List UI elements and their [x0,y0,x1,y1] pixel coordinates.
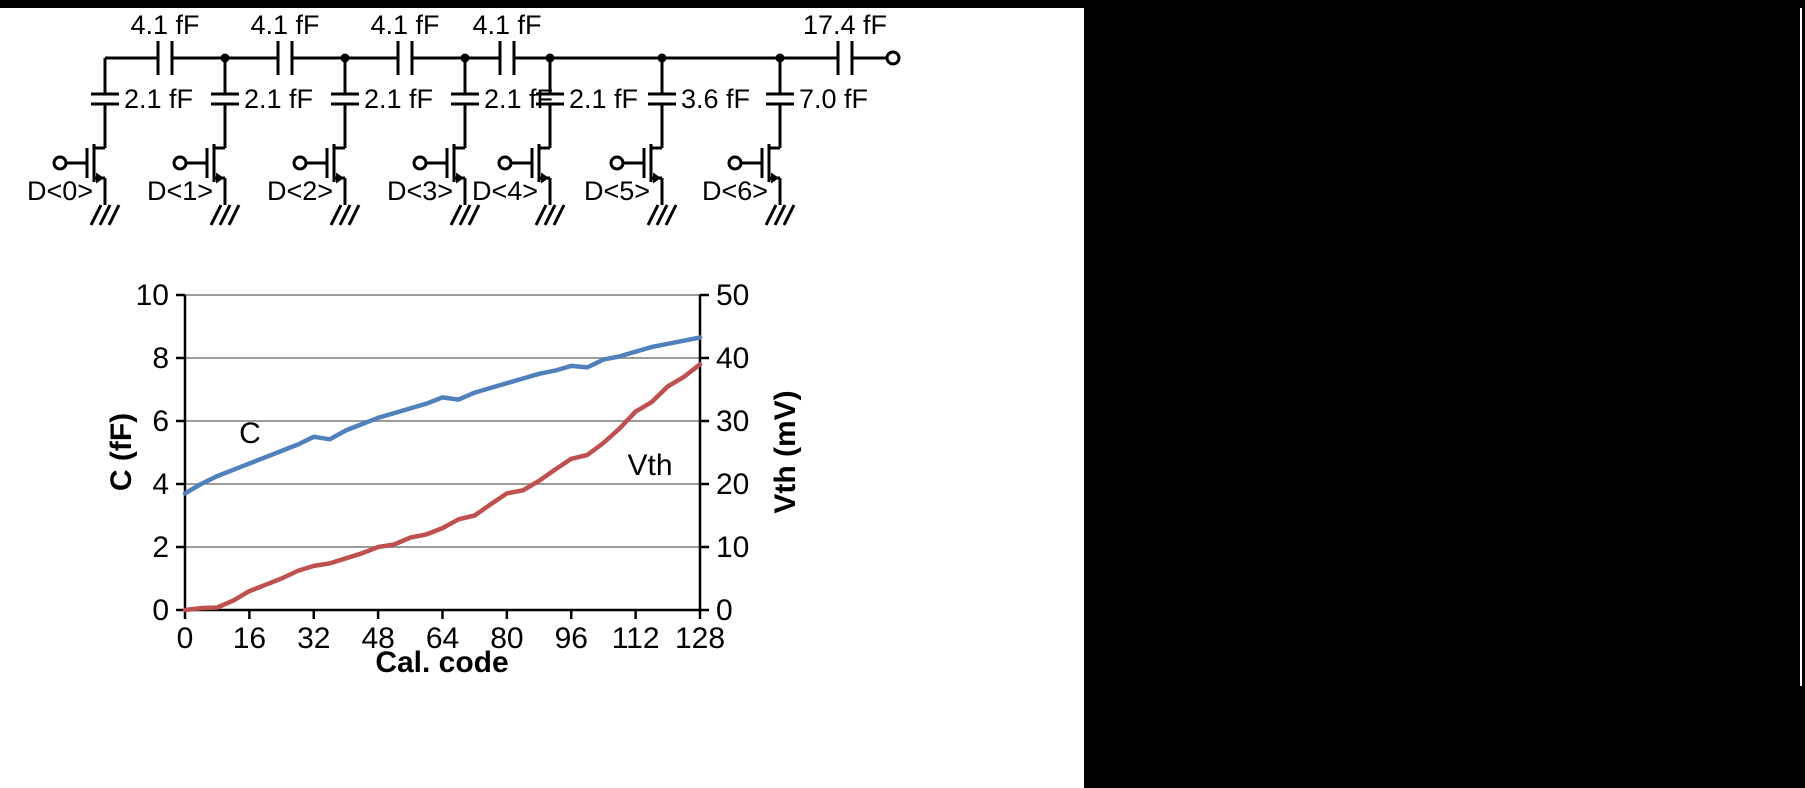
x-tick-label: 16 [233,622,266,655]
capacitor-dac-schematic: 4.1 fF 4.1 fF 4.1 fF 4.1 fF 17.4 fF 2.1 fF D<0… [27,10,901,226]
x-tick-label: 32 [297,622,330,655]
x-tick-label: 112 [612,622,660,655]
right-tick-label: 40 [716,342,749,375]
output-capacitor: 17.4 fF [803,10,887,75]
shunt-cap-label: 7.0 fF [799,84,868,114]
series-capacitor: 4.1 fF [370,10,440,75]
branch-d2: 2.1 fF D<2> [267,58,433,226]
left-y-axis-title: C (fF) [105,412,138,492]
x-tick-label: 80 [490,622,523,655]
left-tick-label: 4 [152,468,169,501]
series-cap-label: 17.4 fF [803,10,887,40]
gate-terminal [609,155,625,171]
gate-terminal [727,155,743,171]
series-cap-label: 4.1 fF [250,10,319,40]
right-y-axis-title: Vth (mV) [769,390,802,514]
series-cap-label: 4.1 fF [472,10,541,40]
branch-d5: 3.6 fF D<5> [584,58,750,226]
branch-d6: 7.0 fF D<6> [702,58,868,226]
series-label-c: C [239,417,261,450]
nmos-arrow [541,172,549,184]
x-tick-label: 96 [555,622,588,655]
series-capacitor: 4.1 fF [130,10,200,75]
series-label-vth: Vth [627,449,673,482]
series-capacitor: 4.1 fF [472,10,542,75]
branch-d4: 2.1 fF D<4> [472,58,638,226]
right-tick-label: 10 [716,531,749,564]
shunt-cap-label: 2.1 fF [364,84,433,114]
switch-label: D<0> [27,176,93,206]
nmos-arrow [336,172,344,184]
switch-label: D<3> [387,176,453,206]
series-line-vth [182,362,703,613]
gate-terminal [52,155,68,171]
left-tick-label: 8 [152,342,169,375]
nmos-arrow [456,172,464,184]
nmos-arrow [216,172,224,184]
gate-terminal [412,155,428,171]
calibration-chart: 0 2 4 6 8 10 0 10 20 30 40 50 0 16 32 48 64 80 96 112 128 [136,279,750,655]
axes [176,293,709,619]
gate-terminal [497,155,513,171]
left-tick-label: 10 [136,279,169,312]
x-tick-label: 48 [361,622,394,655]
branch-d1: 2.1 fF D<1> [147,58,313,226]
left-tick-label: 6 [152,405,169,438]
left-tick-label: 2 [152,531,169,564]
nmos-arrow [653,172,661,184]
nmos-arrow [771,172,779,184]
right-tick-label: 50 [716,279,749,312]
series-capacitor: 4.1 fF [250,10,320,75]
x-axis-title: Cal. code [375,646,509,679]
x-tick-label: 64 [426,622,459,655]
output-terminal [885,50,901,66]
branch-d0: 2.1 fF D<0> [27,58,193,226]
x-tick-label: 0 [177,622,194,655]
shunt-cap-label: 2.1 fF [124,84,193,114]
left-tick-label: 0 [152,594,169,627]
x-tick-label: 128 [675,622,725,655]
right-edge-artifact [1800,8,1802,686]
right-tick-label: 30 [716,405,749,438]
right-tick-label: 0 [716,594,733,627]
gate-terminal [172,155,188,171]
switch-label: D<1> [147,176,213,206]
switch-label: D<2> [267,176,333,206]
shunt-cap-label: 3.6 fF [681,84,750,114]
right-tick-label: 20 [716,468,749,501]
figure-panel: 4.1 fF 4.1 fF 4.1 fF 4.1 fF 17.4 fF 2.1 fF D<0… [0,8,1084,788]
switch-label: D<6> [702,176,768,206]
series-cap-label: 4.1 fF [370,10,439,40]
series-line-c [182,335,703,496]
series-cap-label: 4.1 fF [130,10,199,40]
branch-d3: 2.1 fF D<3> [387,58,553,226]
gate-terminal [292,155,308,171]
shunt-cap-label: 2.1 fF [244,84,313,114]
switch-label: D<5> [584,176,650,206]
shunt-cap-label: 2.1 fF [484,84,553,114]
nmos-arrow [96,172,104,184]
switch-label: D<4> [472,176,538,206]
shunt-cap-label: 2.1 fF [569,84,638,114]
